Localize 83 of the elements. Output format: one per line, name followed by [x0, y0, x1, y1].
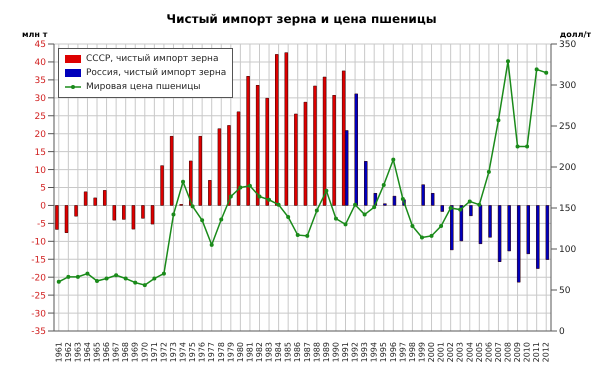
x-tick-label: 1991 — [341, 342, 350, 362]
x-tick-label: 1995 — [379, 342, 388, 362]
y-tick-label: 40 — [34, 58, 46, 68]
y-tick-label: -35 — [31, 327, 46, 338]
y-tick-label: 0 — [40, 202, 46, 212]
x-tick-label: 1989 — [322, 342, 331, 362]
x-tick-label: 1964 — [82, 342, 92, 362]
x-tick-label: 1998 — [408, 342, 417, 362]
x-tick-label: 1993 — [360, 342, 370, 362]
y-tick-label: -15 — [31, 255, 46, 266]
x-tick-label: 1967 — [112, 342, 121, 362]
y-tick-label: 45 — [34, 40, 46, 50]
legend-label: СССР, чистый импорт зерна — [86, 53, 218, 66]
x-tick-label: 1969 — [130, 342, 140, 362]
x-tick-label: 1988 — [312, 342, 322, 362]
x-tick-label: 1987 — [302, 342, 312, 362]
chart-title: Чистый импорт зерна и цена пшеницы — [165, 11, 438, 28]
x-tick-label: 1990 — [331, 342, 340, 362]
x-tick-label: 2007 — [494, 342, 503, 362]
y-tick-label: -10 — [31, 238, 46, 248]
y-tick-label: 30 — [34, 94, 46, 104]
y-tick-label: -30 — [31, 309, 46, 320]
y2-tick-label: 50 — [559, 286, 571, 296]
y2-tick-label: 200 — [559, 163, 576, 174]
x-tick-label: 1983 — [264, 342, 274, 362]
y2-tick-label: 300 — [559, 81, 576, 92]
y-tick-label: 35 — [34, 76, 46, 86]
x-tick-label: 1973 — [168, 342, 178, 362]
legend-label: Россия, чистый импорт зерна — [86, 67, 226, 80]
x-tick-label: 2006 — [484, 342, 494, 362]
x-tick-label: 1994 — [370, 342, 379, 362]
x-tick-label: 1965 — [92, 342, 102, 362]
y2-tick-label: 0 — [559, 327, 565, 338]
x-tick-label: 1962 — [64, 342, 73, 362]
x-tick-label: 1966 — [102, 342, 112, 362]
y2-axis-title: долл/т — [560, 30, 591, 39]
x-tick-label: 1968 — [121, 342, 130, 362]
x-tick-label: 1982 — [254, 342, 264, 362]
y2-tick-label: 100 — [559, 245, 576, 256]
legend-label: Мировая цена пшеницы — [86, 81, 200, 94]
y2-tick-label: 250 — [559, 122, 576, 132]
x-tick-label: 2009 — [513, 342, 522, 362]
x-tick-label: 1981 — [245, 342, 254, 362]
x-tick-label: 1974 — [178, 342, 188, 362]
x-tick-label: 1979 — [226, 342, 236, 362]
x-tick-label: 1972 — [159, 342, 168, 362]
x-tick-label: 1977 — [207, 342, 216, 362]
x-tick-label: 2003 — [456, 342, 465, 362]
y2-tick-label: 150 — [559, 204, 576, 214]
x-tick-label: 1992 — [350, 342, 360, 362]
x-tick-label: 2001 — [436, 342, 446, 362]
x-tick-label: 2008 — [503, 342, 512, 362]
y-tick-label: 5 — [40, 184, 46, 194]
y-axis-title: млн т — [22, 30, 48, 39]
y-tick-label: 10 — [34, 166, 46, 176]
x-tick-label: 2000 — [427, 342, 436, 362]
x-tick-label: 2002 — [446, 342, 456, 362]
x-tick-label: 1975 — [188, 342, 198, 362]
y-tick-label: 20 — [34, 130, 46, 140]
y-tick-label: -25 — [31, 291, 46, 302]
x-tick-label: 1961 — [54, 342, 64, 362]
x-tick-label: 1976 — [198, 342, 207, 362]
x-tick-label: 2011 — [532, 342, 542, 362]
x-tick-label: 2004 — [465, 342, 474, 362]
x-tick-label: 1970 — [140, 342, 150, 362]
x-tick-label: 1980 — [236, 342, 245, 362]
x-tick-label: 2010 — [522, 342, 532, 362]
x-tick-label: 2005 — [474, 342, 484, 362]
x-tick-label: 1984 — [274, 342, 284, 362]
y-tick-label: -20 — [31, 273, 46, 284]
y-tick-label: 25 — [34, 112, 46, 122]
x-tick-label: 1999 — [417, 342, 426, 362]
y-tick-label: -5 — [37, 220, 46, 230]
x-tick-label: 1978 — [216, 342, 226, 362]
x-tick-label: 1997 — [398, 342, 408, 362]
x-tick-label: 1971 — [150, 342, 159, 362]
x-tick-label: 1986 — [293, 342, 302, 362]
y2-tick-label: 350 — [559, 40, 576, 50]
x-tick-label: 2012 — [542, 342, 551, 362]
x-tick-label: 1985 — [284, 342, 293, 362]
x-tick-label: 1996 — [388, 342, 398, 362]
x-tick-label: 1963 — [73, 342, 82, 362]
y-tick-label: 15 — [34, 148, 46, 158]
